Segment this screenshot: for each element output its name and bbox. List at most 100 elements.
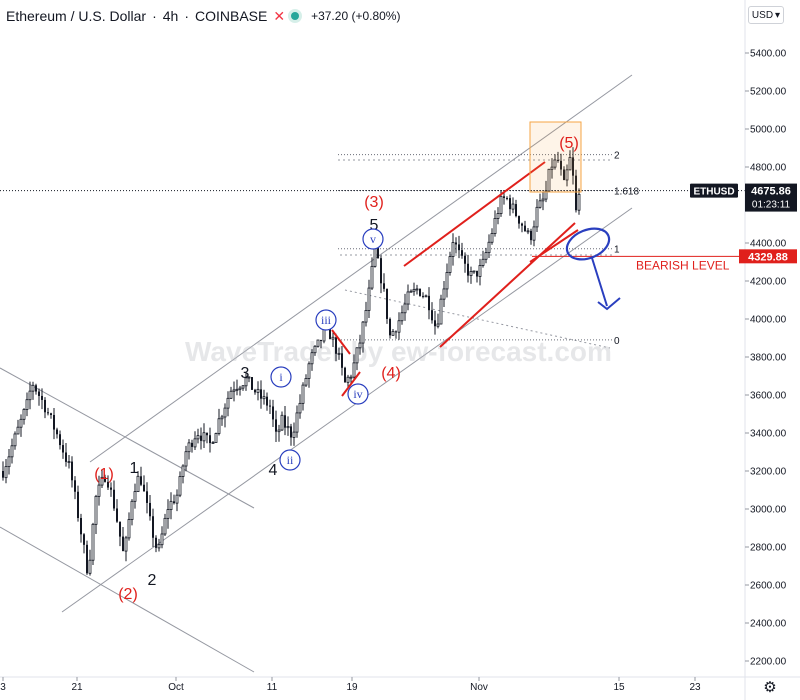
candle-body-down bbox=[206, 432, 208, 436]
candle bbox=[31, 381, 35, 400]
price-tick-label: 3800.00 bbox=[750, 353, 787, 364]
candle-body-down bbox=[77, 491, 79, 519]
candle bbox=[65, 443, 67, 467]
candle bbox=[275, 410, 277, 443]
candle bbox=[47, 407, 49, 416]
close-x-icon[interactable]: ✕ bbox=[273, 7, 286, 24]
candle-body-up bbox=[160, 533, 164, 546]
candle-body-up bbox=[25, 399, 29, 410]
candle bbox=[445, 263, 449, 298]
candle bbox=[173, 494, 175, 505]
candle bbox=[400, 305, 404, 325]
candle-body-up bbox=[355, 347, 359, 364]
currency-select[interactable]: USD ▾ bbox=[748, 6, 784, 24]
candle-body-down bbox=[275, 419, 277, 432]
candle-body-up bbox=[127, 519, 131, 539]
candle bbox=[229, 386, 233, 399]
candle bbox=[316, 339, 320, 348]
candle-body-down bbox=[200, 435, 202, 441]
candle bbox=[122, 526, 124, 552]
wave-label-blue: iii bbox=[321, 313, 332, 327]
candle bbox=[553, 154, 557, 170]
symbol-tag bbox=[690, 183, 738, 198]
candle-body-up bbox=[28, 390, 32, 401]
candle-body-down bbox=[560, 160, 562, 170]
candle bbox=[67, 454, 71, 469]
candle-body-down bbox=[269, 405, 271, 407]
candle-body-up bbox=[352, 362, 356, 378]
candle bbox=[7, 448, 11, 475]
candle-body-up bbox=[100, 476, 104, 486]
price-tick-label: 5400.00 bbox=[750, 49, 787, 60]
candle bbox=[406, 284, 410, 311]
candle bbox=[364, 301, 368, 327]
candle bbox=[35, 383, 37, 395]
candle-body-up bbox=[277, 429, 281, 433]
wave-label-red: (5) bbox=[559, 135, 579, 152]
currency-label: USD bbox=[751, 9, 774, 21]
price-tick-label: 3000.00 bbox=[750, 505, 787, 516]
candle-body-up bbox=[373, 247, 377, 267]
candle-body-up bbox=[439, 298, 443, 325]
candle bbox=[434, 310, 436, 335]
candle-body-up bbox=[415, 288, 419, 291]
candle-body-down bbox=[113, 489, 115, 509]
candle bbox=[149, 494, 151, 521]
candle-body-down bbox=[107, 481, 109, 488]
candle-body-up bbox=[304, 377, 308, 386]
candle-body-down bbox=[563, 169, 565, 181]
candle bbox=[140, 466, 142, 487]
candle bbox=[458, 235, 460, 259]
candle bbox=[313, 345, 317, 356]
candle bbox=[97, 475, 101, 506]
candle bbox=[284, 406, 286, 436]
candle-body-up bbox=[553, 159, 557, 168]
candle bbox=[251, 376, 253, 390]
candle-body-down bbox=[290, 426, 292, 438]
candle-body-down bbox=[110, 487, 112, 490]
candle bbox=[22, 408, 26, 425]
candle bbox=[62, 439, 64, 459]
candle bbox=[193, 431, 197, 450]
candle-body-down bbox=[518, 216, 520, 224]
candle bbox=[209, 427, 211, 453]
candle-body-down bbox=[2, 471, 4, 478]
candle bbox=[53, 408, 55, 440]
target-box bbox=[529, 121, 582, 193]
candle-body-down bbox=[455, 242, 457, 245]
wave-label-red: (3) bbox=[364, 194, 384, 211]
candle-body-up bbox=[295, 412, 299, 433]
candle-body-down bbox=[467, 263, 469, 276]
candle bbox=[532, 220, 536, 247]
candle bbox=[344, 366, 346, 383]
candle bbox=[346, 374, 350, 389]
candle bbox=[524, 220, 526, 233]
candle bbox=[331, 331, 335, 347]
candle-body-down bbox=[521, 223, 523, 226]
wave-label-black: 2 bbox=[148, 572, 157, 589]
candle-body-up bbox=[499, 195, 503, 214]
candle bbox=[511, 197, 515, 214]
candle-body-down bbox=[56, 429, 58, 435]
wave-label-red: (2) bbox=[118, 586, 138, 603]
gear-icon[interactable]: ⚙ bbox=[763, 679, 777, 696]
price-tick-label: 4000.00 bbox=[750, 315, 787, 326]
interval[interactable]: 4h bbox=[162, 8, 179, 24]
candle-body-down bbox=[461, 250, 463, 256]
candle bbox=[262, 389, 266, 405]
candle-body-down bbox=[149, 502, 151, 517]
candle bbox=[74, 476, 76, 500]
candle bbox=[206, 432, 208, 444]
candle bbox=[397, 312, 401, 340]
wave-label-black: 1 bbox=[130, 460, 139, 477]
price-tick-label: 3400.00 bbox=[750, 429, 787, 440]
symbol-name[interactable]: Ethereum / U.S. Dollar bbox=[6, 8, 147, 24]
candle-body-up bbox=[256, 388, 260, 393]
candle-body-up bbox=[364, 310, 368, 323]
candle bbox=[217, 408, 221, 436]
candle bbox=[163, 513, 167, 537]
candle bbox=[80, 513, 82, 543]
candle bbox=[307, 361, 311, 388]
candle-body-down bbox=[152, 516, 154, 538]
